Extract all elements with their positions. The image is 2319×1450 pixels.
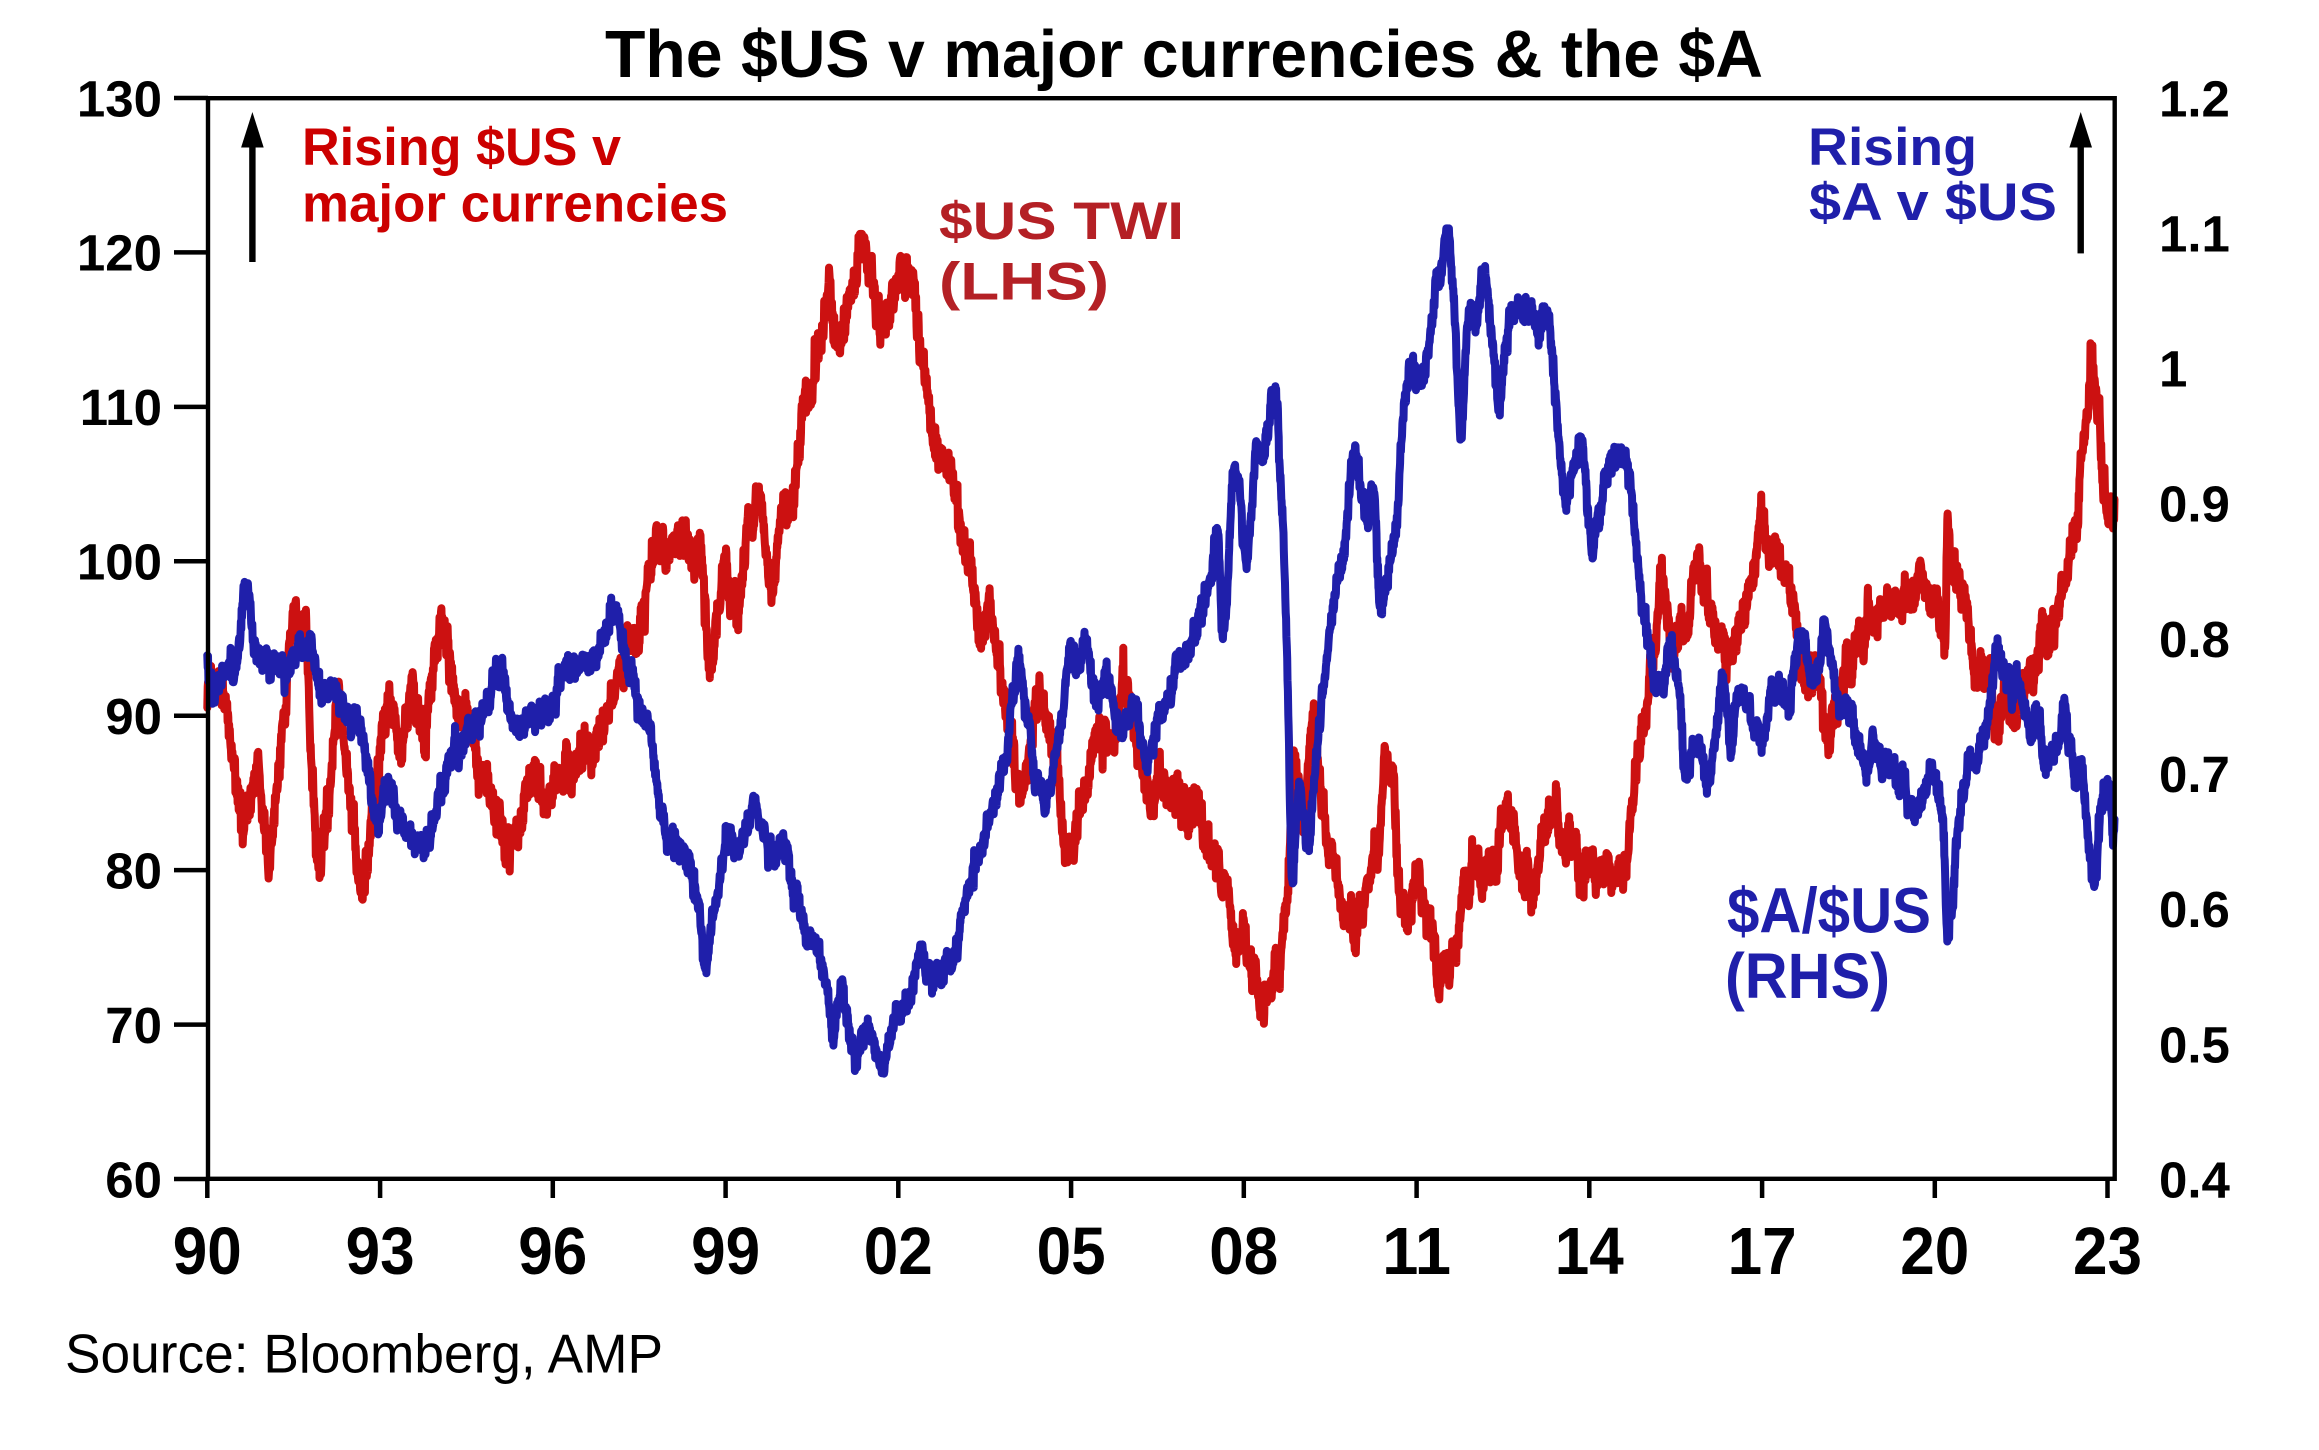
svg-text:0.5: 0.5 xyxy=(2159,1016,2230,1073)
svg-text:0.9: 0.9 xyxy=(2159,476,2230,533)
svg-text:$A v $US: $A v $US xyxy=(1809,173,2057,232)
svg-text:The $US v major currencies & t: The $US v major currencies & the $A xyxy=(605,17,1763,92)
svg-text:0.4: 0.4 xyxy=(2159,1152,2231,1209)
svg-text:17: 17 xyxy=(1728,1214,1797,1289)
svg-text:11: 11 xyxy=(1382,1214,1451,1289)
svg-text:99: 99 xyxy=(691,1214,760,1289)
svg-text:60: 60 xyxy=(105,1151,162,1208)
svg-text:Source: Bloomberg, AMP: Source: Bloomberg, AMP xyxy=(65,1322,663,1384)
svg-text:120: 120 xyxy=(77,225,162,282)
svg-text:05: 05 xyxy=(1037,1214,1106,1289)
svg-text:0.7: 0.7 xyxy=(2159,746,2230,803)
svg-text:14: 14 xyxy=(1555,1214,1624,1289)
svg-text:major currencies: major currencies xyxy=(302,174,728,233)
svg-text:96: 96 xyxy=(518,1214,587,1289)
svg-text:1.1: 1.1 xyxy=(2159,205,2230,262)
svg-text:130: 130 xyxy=(77,70,162,127)
svg-text:70: 70 xyxy=(105,997,162,1054)
svg-text:1.2: 1.2 xyxy=(2159,70,2230,127)
svg-text:(RHS): (RHS) xyxy=(1725,940,1890,1012)
svg-text:02: 02 xyxy=(864,1214,933,1289)
svg-text:$A/$US: $A/$US xyxy=(1727,875,1931,947)
svg-text:$US TWI: $US TWI xyxy=(939,192,1184,251)
svg-text:90: 90 xyxy=(105,688,162,745)
svg-text:Rising: Rising xyxy=(1808,118,1977,177)
svg-text:93: 93 xyxy=(346,1214,415,1289)
svg-text:0.6: 0.6 xyxy=(2159,881,2230,938)
svg-text:90: 90 xyxy=(173,1214,242,1289)
svg-text:0.8: 0.8 xyxy=(2159,611,2230,668)
svg-text:1: 1 xyxy=(2159,341,2187,398)
svg-text:100: 100 xyxy=(77,534,162,591)
svg-text:23: 23 xyxy=(2073,1214,2142,1289)
svg-text:08: 08 xyxy=(1209,1214,1278,1289)
svg-text:80: 80 xyxy=(105,842,162,899)
svg-text:20: 20 xyxy=(1900,1214,1969,1289)
svg-text:110: 110 xyxy=(80,379,162,436)
svg-text:Rising $US v: Rising $US v xyxy=(302,118,622,177)
svg-text:(LHS): (LHS) xyxy=(939,253,1109,312)
